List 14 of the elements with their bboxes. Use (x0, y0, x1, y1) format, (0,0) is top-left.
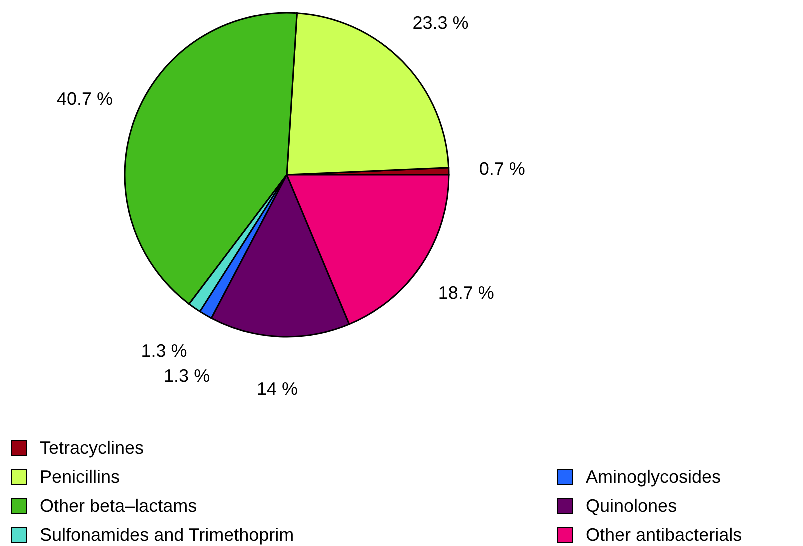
legend-label: Penicillins (40, 466, 120, 487)
legend-label: Sulfonamides and Trimethoprim (40, 524, 294, 545)
data-label: 23.3 % (412, 12, 469, 33)
legend-label: Other antibacterials (586, 524, 742, 545)
data-label: 18.7 % (438, 283, 494, 304)
data-label: 40.7 % (56, 88, 113, 109)
legend-label: Quinolones (586, 496, 678, 516)
legend-label: Tetracyclines (40, 438, 144, 458)
data-label: 1.3 % (164, 366, 210, 386)
legend-label: Aminoglycosides (586, 466, 722, 487)
data-label: 1.3 % (141, 340, 188, 361)
legend-label: Other beta–lactams (40, 496, 198, 516)
data-label: 0.7 % (479, 159, 526, 180)
data-label: 14 % (257, 379, 298, 399)
